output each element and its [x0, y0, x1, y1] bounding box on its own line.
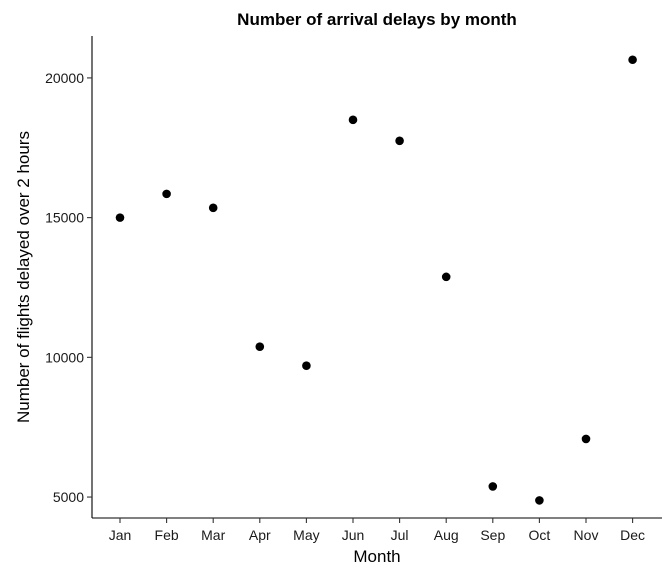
- data-point: [115, 213, 125, 222]
- y-axis-title: Number of flights delayed over 2 hours: [14, 131, 33, 423]
- x-tick-label: Aug: [434, 527, 459, 543]
- data-point: [628, 55, 637, 65]
- data-point: [488, 482, 498, 491]
- x-tick-label: Apr: [249, 527, 271, 543]
- data-point: [255, 342, 265, 352]
- y-tick-label: 5000: [53, 489, 84, 505]
- data-point: [441, 272, 451, 282]
- x-tick-label: Mar: [201, 527, 225, 543]
- data-point: [162, 189, 171, 199]
- data-point: [581, 434, 591, 444]
- y-tick-label: 20000: [45, 70, 84, 86]
- data-points: [115, 55, 637, 505]
- x-tick-label: Jan: [109, 527, 132, 543]
- y-tick-label: 15000: [45, 210, 84, 226]
- data-point: [302, 361, 311, 371]
- y-tick-label: 10000: [45, 349, 84, 365]
- data-point: [208, 203, 218, 213]
- data-point: [395, 136, 404, 146]
- x-tick-label: Jul: [391, 527, 409, 543]
- x-tick-label: Feb: [155, 527, 179, 543]
- x-tick-label: May: [293, 527, 319, 543]
- data-point: [348, 115, 358, 125]
- chart-title: Number of arrival delays by month: [237, 10, 517, 29]
- x-axis-title: Month: [353, 547, 400, 566]
- x-tick-label: Nov: [574, 527, 599, 543]
- x-tick-label: Jun: [342, 527, 365, 543]
- axes: 5000 10000 15000 20000 Jan Feb Mar Apr May Jun Jul…: [45, 36, 662, 543]
- x-tick-label: Dec: [620, 527, 645, 543]
- x-tick-label: Sep: [480, 527, 505, 543]
- x-tick-label: Oct: [529, 527, 551, 543]
- data-point: [535, 496, 544, 505]
